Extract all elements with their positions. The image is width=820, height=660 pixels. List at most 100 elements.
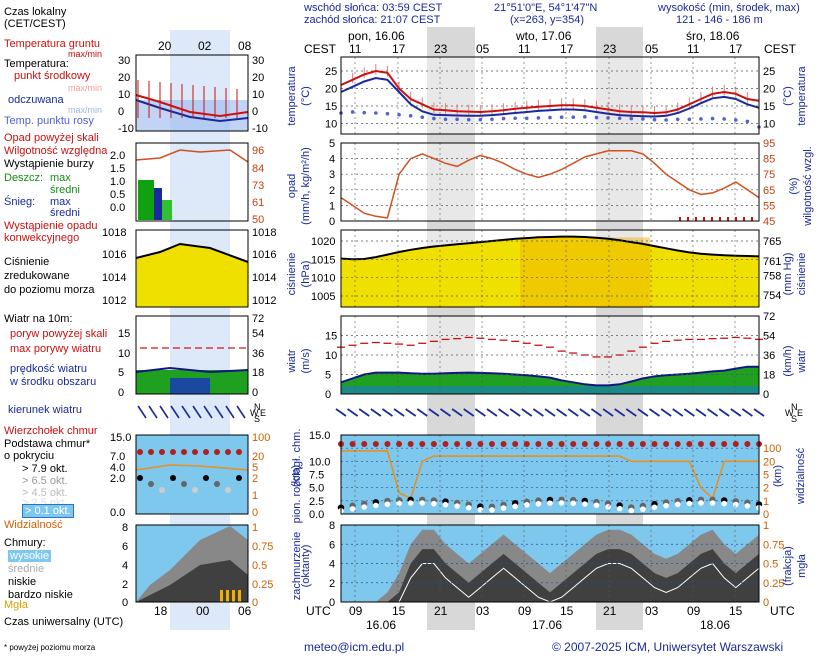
- panel-frame-3: [340, 315, 760, 395]
- legend-precip-tick-0.5: 0.5: [110, 189, 125, 201]
- footnote: * powyżej poziomu morza: [4, 643, 96, 652]
- dew-point-19: [559, 115, 564, 119]
- humidity-tick-45: 45: [763, 216, 775, 228]
- legend-temp-tick-10: 10: [118, 89, 130, 101]
- vis-tick-100: 100: [763, 443, 781, 455]
- legend-visibility: Widzialność: [4, 519, 63, 531]
- legend-visibility-line: [135, 464, 249, 471]
- legend-clouds-high-text: wysokie: [8, 550, 52, 562]
- legend-pressure-line: [135, 242, 249, 263]
- axis-wind-left-unit: (m/s): [300, 348, 312, 374]
- legend-rain-max: max: [50, 172, 71, 184]
- precip-tick-4: 4: [329, 154, 335, 166]
- wind-arrow-28: [660, 408, 672, 417]
- cloud-base-light-dot-17: [535, 500, 542, 507]
- wind-arrow-13: [486, 408, 498, 417]
- utc-label-left: UTC: [306, 604, 331, 618]
- cloud-base-light-dot-15: [512, 503, 518, 510]
- dew-point-6: [408, 114, 413, 118]
- legend-pressure-tick-r-1014: 1014: [252, 272, 276, 284]
- temp-series-1: [340, 76, 760, 118]
- legend-cloud-base-4: [181, 481, 187, 487]
- cloud-top-dot-5: [396, 440, 403, 447]
- dew-point-32: [710, 116, 715, 121]
- bottom-day-3: 18.06: [700, 618, 731, 632]
- fog-tick-0.25: 0.25: [763, 578, 784, 590]
- footer-email[interactable]: meteo@icm.edu.pl: [304, 640, 405, 654]
- axis-precip-left-unit: (mm/h, kg/m²/h): [300, 147, 312, 225]
- cloud-tick-15: 15.0: [309, 430, 330, 442]
- dew-point-2: [362, 110, 367, 115]
- legend-pressure-tick-1012: 1012: [102, 295, 126, 307]
- cloud-base-light-dot-29: [674, 501, 681, 508]
- wind-arrow-16: [521, 408, 533, 417]
- vis-tick-20: 20: [763, 456, 775, 468]
- cloud-top-dot-12: [477, 440, 484, 447]
- cloud-top-dot-34: [732, 440, 739, 447]
- legend-kmh-tick-72: 72: [252, 313, 264, 325]
- cloud-tick-10: 10.0: [309, 456, 330, 468]
- legend-pressure-tick-r-1012: 1012: [252, 295, 276, 307]
- panel-night-0-1: [427, 143, 475, 221]
- fog-tick-0: 0: [763, 597, 769, 609]
- bottom-hour-6: 21: [603, 604, 617, 618]
- kmh-tick-72: 72: [763, 311, 775, 323]
- legend-cov-tick-4: 4: [122, 560, 128, 572]
- legend-cloud-base-9: [236, 475, 242, 481]
- compass-n-right: N: [791, 402, 798, 412]
- pressure-tick-1020: 1020: [311, 236, 335, 248]
- cloud-top-dot-11: [465, 440, 472, 447]
- legend-cloud-base-7: [214, 481, 220, 487]
- dew-point-4: [385, 111, 390, 116]
- legend-cloud-base-1: Podstawa chmur*: [4, 438, 91, 450]
- cloud-base-light-dot-14: [500, 505, 507, 511]
- precip-tick-1: 1: [329, 200, 335, 212]
- pressure-high-zone: [520, 237, 650, 307]
- axis-humidity-right-unit: (%): [788, 177, 800, 195]
- cloud-base-light-dot-25: [628, 507, 635, 514]
- legend-rain: Deszcz:: [4, 172, 44, 184]
- axis-visibility-right: widzialność: [795, 447, 807, 505]
- legend-snow-max: max: [50, 196, 71, 208]
- legend-kmh-tick-18: 18: [252, 367, 264, 379]
- cloud-base-light-dot-1: [349, 506, 356, 512]
- legend-dew-point: Temp. punktu rosy: [4, 115, 94, 127]
- legend-fog-bar-3: [238, 590, 241, 602]
- top-hour-4: 11: [518, 42, 531, 56]
- legend-hour-20: 20: [158, 39, 172, 53]
- legend-fog-tick-0.75: 0.75: [252, 541, 273, 553]
- cloud-top-dot-32: [709, 440, 716, 447]
- wind-arrow-31: [695, 408, 707, 417]
- cloud-top-dot-21: [581, 440, 588, 447]
- axis-pressure-right: ciśnienie: [796, 252, 808, 296]
- legend-cloud-top-2: [159, 449, 165, 455]
- legend-fog-tick-0.25: 0.25: [252, 579, 273, 591]
- axis-wind-left: wiatr: [286, 349, 298, 373]
- cloud-top-dot-17: [535, 440, 542, 447]
- legend-cov-tick-2: 2: [122, 579, 128, 591]
- footer-copyright: © 2007-2025 ICM, Uniwersytet Warszawski: [552, 640, 784, 654]
- cloud-tick-2.5: 2.5: [309, 496, 324, 508]
- legend-panel-frame-3: [135, 315, 249, 395]
- legend-max-gust: max porywy wiatru: [10, 343, 102, 355]
- axis-wind-right-unit: (km/h): [782, 345, 794, 377]
- legend-pressure-tick-1016: 1016: [102, 249, 126, 261]
- legend-wind-night-area: [170, 378, 210, 394]
- temp-series-0: [340, 69, 760, 115]
- bottom-hour-7: 03: [645, 604, 659, 618]
- day-label-1: pon, 16.06: [348, 29, 405, 43]
- cov-tick-2: 2: [329, 578, 335, 590]
- wind-arrow-33: [718, 408, 730, 417]
- cloud-base-light-dot-8: [431, 500, 437, 507]
- fog-tick-0.75: 0.75: [763, 539, 784, 551]
- axis-temp-right: temperatura: [796, 66, 808, 126]
- legend-clouds: Chmury:: [4, 537, 46, 549]
- legend-hum-tick-96: 96: [252, 145, 264, 157]
- legend-convective-2: konwekcyjnego: [4, 232, 80, 244]
- temp-tick-right-15: 15: [763, 101, 775, 113]
- legend-rain-mean-bar: [162, 200, 172, 220]
- legend-temp-tick-r-30: 30: [252, 55, 264, 67]
- cloud-base-light-dot-6: [407, 500, 414, 506]
- legend-okt-79: > 7.9 okt.: [22, 463, 68, 475]
- temp-tick-right-25: 25: [763, 66, 775, 78]
